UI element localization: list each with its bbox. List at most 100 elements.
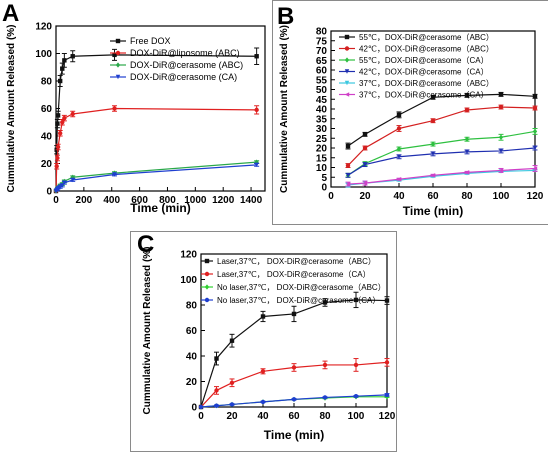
y-tick-label: 80 (316, 27, 328, 38)
x-axis-label: Time (min) (403, 204, 463, 218)
data-point (57, 131, 63, 136)
y-axis-label: Cummulative Amount Released (%) (279, 25, 290, 193)
y-tick-label: 80 (186, 301, 198, 312)
y-axis-label: Cummulative Amount Released (%) (6, 25, 17, 193)
legend-label: Free DOX (130, 36, 171, 46)
data-point (70, 54, 75, 59)
data-point (112, 106, 117, 111)
data-point (57, 78, 63, 84)
data-point (384, 360, 390, 365)
x-tick-label: 800 (159, 195, 176, 206)
legend-marker (204, 284, 210, 290)
data-point (260, 369, 266, 374)
data-point (55, 155, 60, 161)
x-tick-label: 1400 (240, 195, 263, 206)
data-point (60, 66, 65, 71)
data-point (70, 177, 75, 183)
legend-label: Laser,37℃， DOX-DiR@cerasome（CA） (217, 270, 371, 279)
x-tick-label: 80 (461, 191, 473, 202)
data-point (532, 145, 538, 151)
data-point (430, 141, 436, 147)
y-tick-label: 120 (180, 250, 197, 261)
legend-label: 42℃，DOX-DiR@cerasome（CA） (359, 68, 489, 77)
data-point (430, 118, 436, 123)
legend-marker (204, 271, 210, 277)
legend-label: 42℃，DOX-DiR@cerasome（ABC） (359, 45, 494, 54)
legend-label: 37℃，DOX-DiR@cerasome（CA） (359, 91, 489, 100)
y-tick-label: 45 (316, 95, 328, 106)
series-4 (198, 392, 390, 410)
data-point (62, 115, 67, 121)
data-point (464, 149, 470, 155)
legend-marker (115, 62, 121, 68)
panel-letter-a: A (2, 0, 20, 27)
series-2 (53, 105, 260, 194)
y-tick-label: 120 (35, 22, 52, 33)
legend-label: DOX-DiR@liposome (ABC) (130, 48, 240, 58)
data-point (62, 58, 67, 63)
x-tick-label: 20 (359, 191, 371, 202)
series-4 (53, 162, 260, 194)
y-tick-label: 40 (186, 352, 198, 363)
legend-label: DOX-DiR@cerasome (ABC) (130, 60, 243, 70)
data-point (260, 399, 266, 405)
y-tick-label: 0 (46, 187, 52, 198)
x-tick-label: 40 (393, 191, 405, 202)
x-tick-label: 400 (103, 195, 120, 206)
legend-marker (115, 74, 121, 80)
data-point (464, 107, 470, 113)
data-point (291, 365, 297, 370)
data-point (112, 172, 117, 177)
data-point (353, 297, 359, 303)
y-tick-label: 5 (321, 173, 327, 184)
legend-marker (115, 38, 121, 44)
y-tick-label: 100 (180, 275, 197, 286)
y-tick-label: 10 (316, 163, 328, 174)
data-point (229, 338, 235, 343)
data-point (55, 144, 61, 150)
data-point (498, 92, 504, 97)
data-point (498, 104, 504, 110)
y-tick-label: 55 (316, 75, 328, 86)
x-tick-label: 100 (493, 191, 510, 202)
legend-label: Laser,37℃， DOX-DiR@cerasome（ABC） (217, 257, 376, 266)
data-point (396, 177, 402, 182)
x-tick-label: 0 (53, 195, 59, 206)
data-point (396, 146, 402, 152)
legend-marker (344, 69, 350, 74)
data-point (229, 380, 235, 385)
y-tick-label: 60 (186, 326, 198, 337)
chart-a: 0 200 400 600 800 1000 1200 1400 0 20 40 60 80 100 120… (6, 22, 266, 215)
data-point (396, 126, 402, 131)
y-tick-label: 40 (316, 105, 328, 116)
legend-label: 55℃，DOX-DiR@cerasome（CA） (359, 56, 489, 65)
data-point (362, 180, 368, 186)
x-tick-label: 20 (226, 411, 238, 422)
data-point (384, 298, 390, 303)
data-point (55, 113, 61, 118)
data-point (229, 402, 235, 407)
legend-label: 37℃，DOX-DiR@cerasome（ABC） (359, 79, 494, 88)
y-tick-label: 25 (316, 134, 328, 145)
y-tick-label: 70 (316, 46, 328, 57)
y-tick-label: 50 (316, 85, 328, 96)
y-tick-label: 65 (316, 56, 328, 67)
y-tick-label: 0 (321, 183, 327, 194)
x-tick-label: 60 (427, 191, 439, 202)
data-point (322, 300, 328, 305)
legend-label: No laser,37℃， DOX-DiR@cerasome（CA） (217, 296, 380, 305)
data-point (532, 128, 538, 135)
panel-letter-c: C (137, 231, 155, 258)
legend-marker (344, 34, 350, 40)
plot-frame (330, 30, 536, 188)
legend-marker (115, 50, 121, 56)
data-point (260, 314, 266, 319)
data-point (62, 180, 67, 185)
legend-marker (204, 258, 210, 264)
x-tick-label: 200 (76, 195, 93, 206)
legend-label: DOX-DiR@cerasome (CA) (130, 72, 237, 82)
series-3 (53, 159, 260, 194)
panel-c: C 0 20 40 60 80 100 120 0 20 40 60 80 100 120 Time (mi… (130, 231, 397, 452)
y-tick-label: 80 (41, 77, 53, 88)
x-tick-label: 1000 (184, 195, 207, 206)
